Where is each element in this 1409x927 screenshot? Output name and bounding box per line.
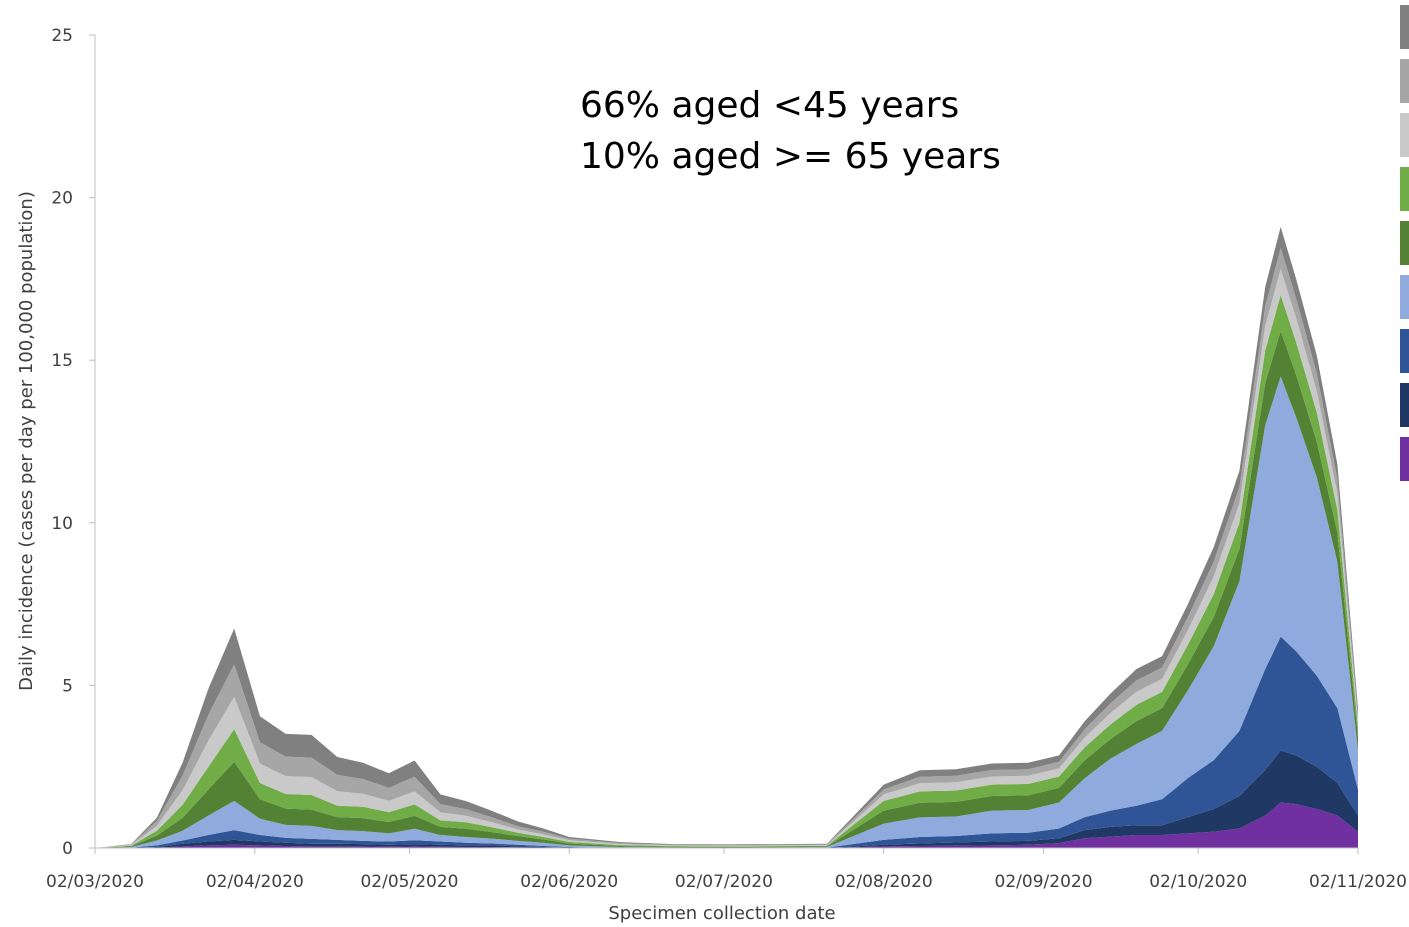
legend-swatch <box>1400 113 1409 157</box>
y-tick-label: 25 <box>51 26 73 46</box>
y-ticks: 0 5 10 15 20 25 <box>51 26 95 859</box>
x-tick-label: 02/06/2020 <box>520 872 618 892</box>
x-tick-label: 02/03/2020 <box>46 872 144 892</box>
y-tick-label: 15 <box>51 351 73 371</box>
y-axis-title: Daily incidence (cases per day per 100,0… <box>16 191 37 691</box>
legend-swatch <box>1400 437 1409 481</box>
annotation-line-1: 66% aged <45 years <box>580 85 959 126</box>
legend-swatch <box>1400 275 1409 319</box>
x-tick-label: 02/11/2020 <box>1309 872 1407 892</box>
x-tick-label: 02/10/2020 <box>1149 872 1247 892</box>
y-tick-label: 10 <box>51 514 73 534</box>
axes <box>94 35 1358 849</box>
x-ticks: 02/03/2020 02/04/2020 02/05/2020 02/06/2020… <box>46 848 1407 892</box>
x-tick-label: 02/07/2020 <box>675 872 773 892</box>
x-axis-title: Specimen collection date <box>608 903 835 924</box>
y-tick-label: 0 <box>62 839 73 859</box>
y-tick-label: 20 <box>51 189 73 209</box>
legend-swatch <box>1400 59 1409 103</box>
x-tick-label: 02/09/2020 <box>995 872 1093 892</box>
legend-swatch <box>1400 383 1409 427</box>
x-tick-label: 02/04/2020 <box>206 872 304 892</box>
legend-swatch <box>1400 167 1409 211</box>
area-series-1 <box>95 802 1358 848</box>
x-tick-label: 02/05/2020 <box>360 872 458 892</box>
x-tick-label: 02/08/2020 <box>835 872 933 892</box>
legend-swatch <box>1400 329 1409 373</box>
y-tick-label: 5 <box>62 676 73 696</box>
legend-swatch <box>1400 5 1409 49</box>
legend-swatch <box>1400 221 1409 265</box>
stacked-area-layer <box>95 226 1358 848</box>
area-series-5 <box>95 330 1358 848</box>
annotation-line-2: 10% aged >= 65 years <box>580 136 1001 177</box>
legend <box>1400 5 1409 481</box>
